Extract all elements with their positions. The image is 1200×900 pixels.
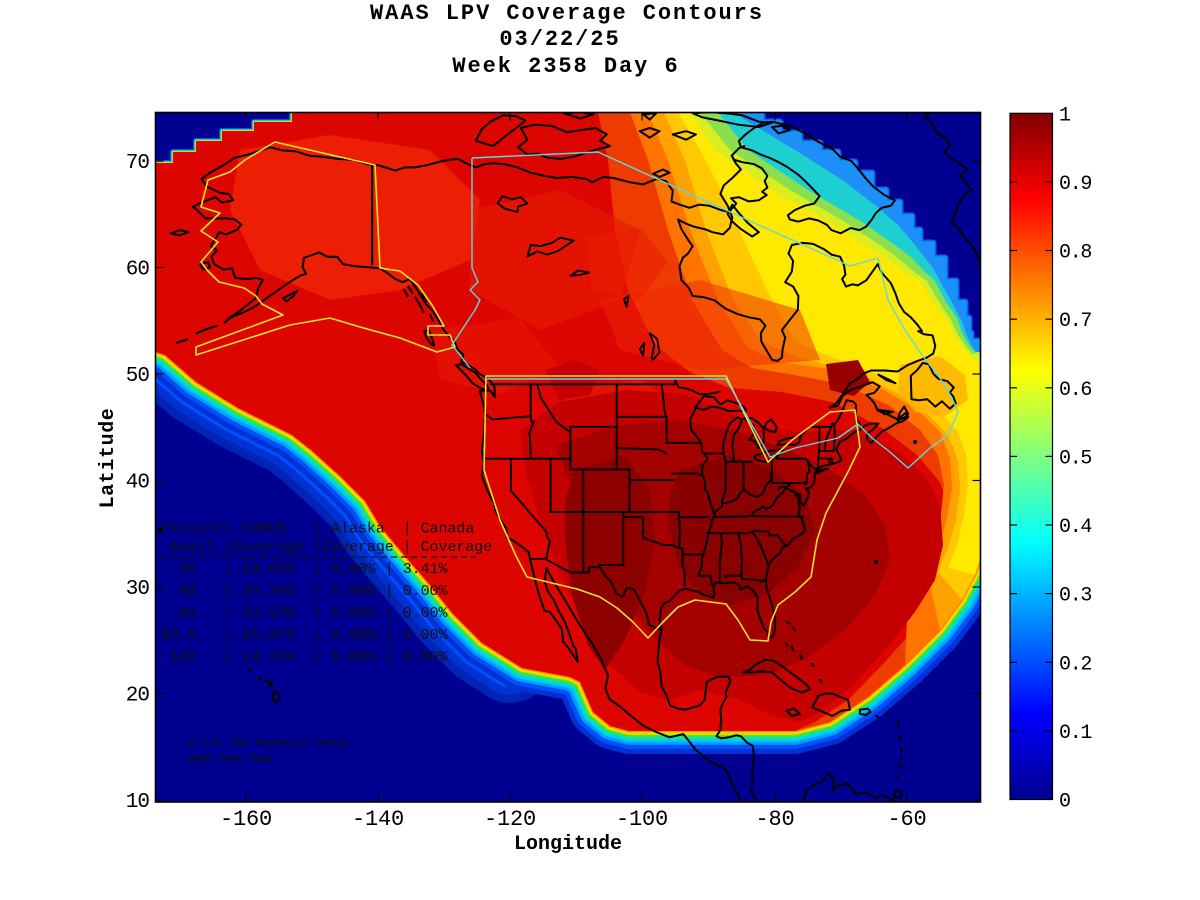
svg-text:0.4: 0.4 — [1059, 516, 1091, 539]
svg-text:-160: -160 — [220, 807, 272, 832]
svg-text:-140: -140 — [352, 807, 404, 832]
svg-text:Week 2358 Day 6: Week 2358 Day 6 — [452, 54, 679, 79]
svg-text:70: 70 — [126, 152, 150, 175]
svg-text:Latitude: Latitude — [97, 408, 120, 509]
svg-text:-100: -100 — [616, 807, 668, 832]
svg-text:0.3: 0.3 — [1059, 585, 1091, 608]
svg-text:20: 20 — [126, 685, 150, 708]
svg-text:99 | 33.53% | 0.00% | 0.00%: 99 | 33.53% | 0.00% | 0.00% — [161, 605, 448, 622]
svg-text:30: 30 — [126, 578, 150, 601]
svg-text:0: 0 — [1059, 791, 1070, 814]
svg-text:WAAS LPV Coverage Contours: WAAS LPV Coverage Contours — [370, 1, 764, 26]
svg-text:99.9 | 25.07% | 0.00% | 0.0: 99.9 | 25.07% | 0.00% | 0.00% — [161, 627, 448, 644]
svg-text:Longitude: Longitude — [514, 833, 622, 856]
svg-text:100 | 24.23% | 0.00% | 0.00: 100 | 24.23% | 0.00% | 0.00% — [161, 649, 448, 666]
svg-text:W.J.H. FAA Technical Center: W.J.H. FAA Technical Center — [188, 738, 351, 750]
svg-text:03/22/25: 03/22/25 — [499, 27, 620, 52]
svg-text:98 | 39.36% | 0.00% | 0.00%: 98 | 39.36% | 0.00% | 0.00% — [161, 583, 448, 600]
svg-text:0.5: 0.5 — [1059, 447, 1091, 470]
svg-text:WAAS Test Team: WAAS Test Team — [188, 754, 274, 766]
svg-text:60: 60 — [126, 259, 150, 282]
svg-text:10: 10 — [126, 791, 150, 814]
svg-text:0.6: 0.6 — [1059, 379, 1091, 402]
svg-text:0.8: 0.8 — [1059, 242, 1091, 265]
svg-text:1: 1 — [1059, 104, 1071, 127]
svg-text:40: 40 — [126, 472, 150, 495]
svg-text:0.9: 0.9 — [1059, 173, 1091, 196]
svg-text:-60: -60 — [887, 807, 926, 832]
svg-text:-80: -80 — [755, 807, 794, 832]
svg-text:0.1: 0.1 — [1059, 722, 1092, 745]
svg-text:50: 50 — [126, 365, 150, 388]
svg-text:Percent| CONUS | Alaska | C: Percent| CONUS | Alaska | Canada — [161, 521, 474, 538]
svg-text:0.7: 0.7 — [1059, 310, 1091, 333]
svg-text:-120: -120 — [484, 807, 536, 832]
svg-text:95 | 59.86% | 0.00% | 3.41%: 95 | 59.86% | 0.00% | 3.41% — [161, 561, 448, 578]
svg-text:0.2: 0.2 — [1059, 653, 1091, 676]
svg-text:Avail.|Coverage |Coverage | Co: Avail.|Coverage |Coverage | Coverage — [161, 539, 492, 556]
